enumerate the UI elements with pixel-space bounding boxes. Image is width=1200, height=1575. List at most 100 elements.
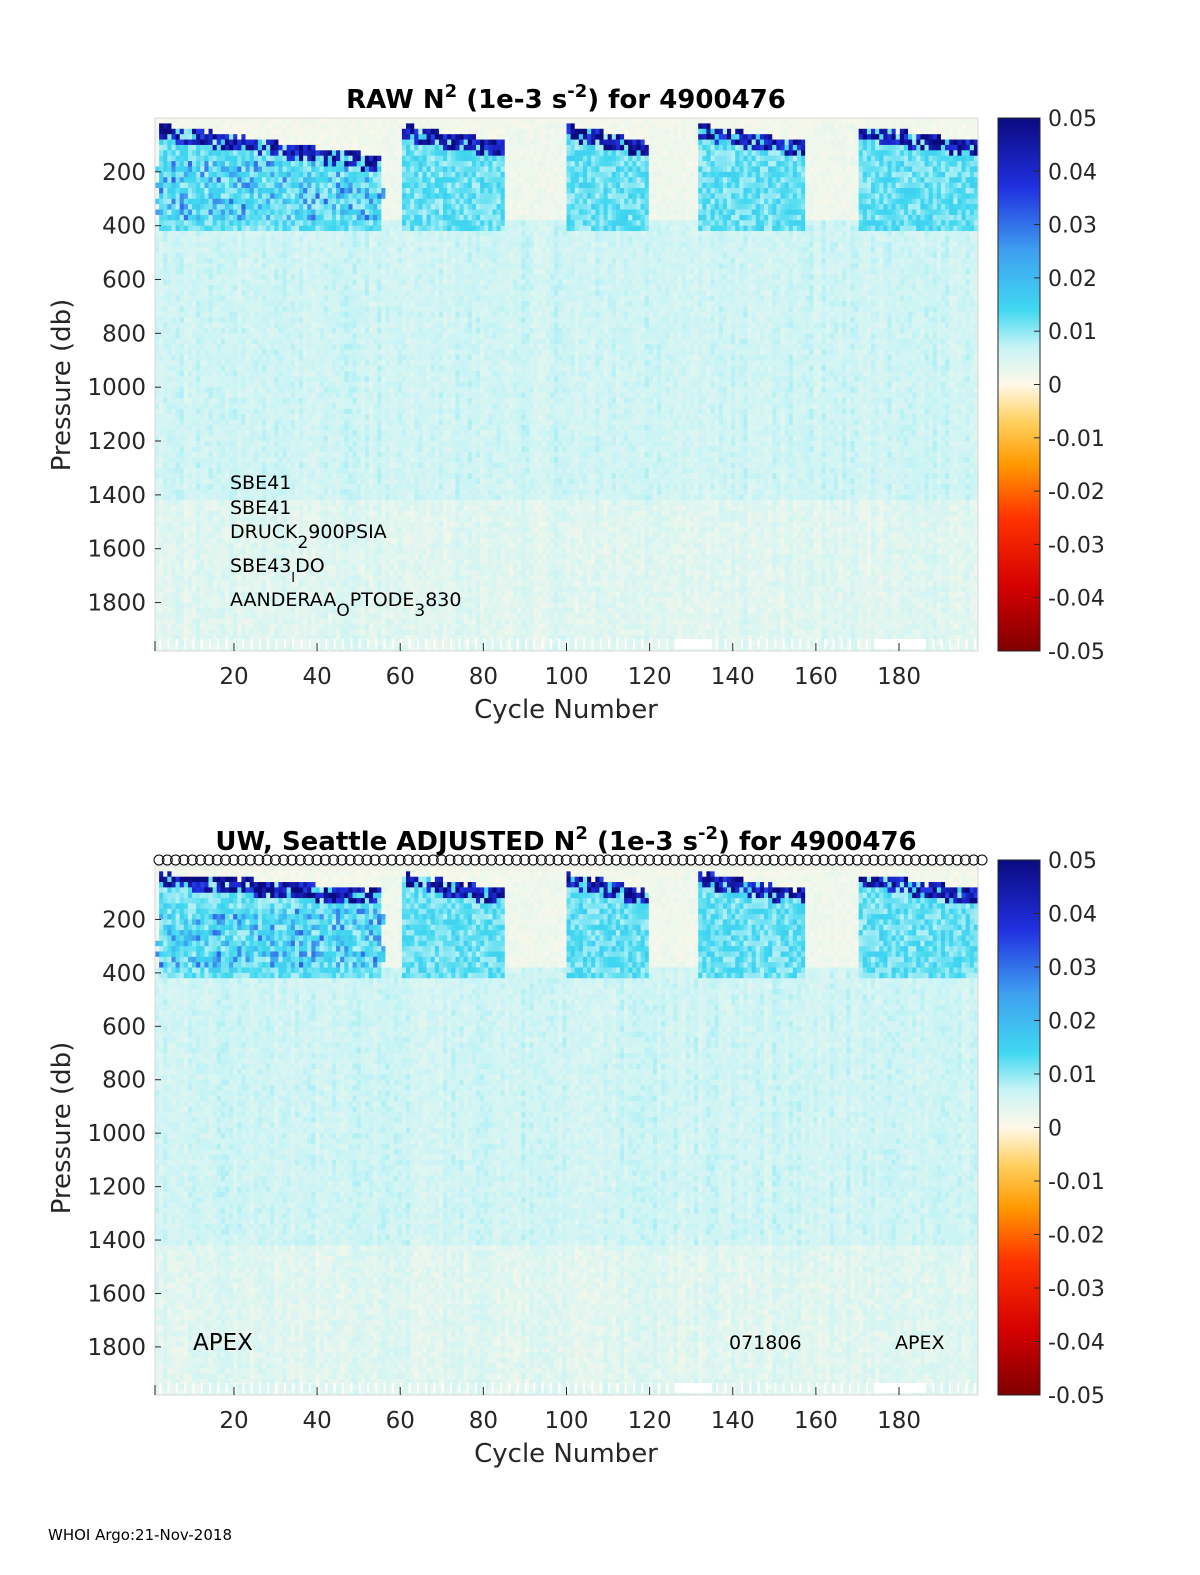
heat-cell [254, 285, 259, 291]
heat-cell [229, 382, 234, 388]
heat-cell [307, 339, 312, 345]
heat-cell [221, 500, 226, 506]
heat-cell [200, 543, 205, 549]
heat-cell [353, 333, 358, 339]
heat-cell [225, 468, 230, 474]
heat-cell [278, 161, 283, 167]
heat-cell [225, 150, 230, 156]
heat-cell [299, 258, 304, 264]
heat-cell [262, 231, 267, 237]
heat-cell [291, 328, 296, 334]
heat-cell [246, 624, 251, 630]
heat-cell [303, 629, 308, 635]
heat-cell [340, 150, 345, 156]
heat-cell [270, 446, 275, 452]
heat-cell [348, 129, 353, 135]
heat-cell [159, 215, 164, 221]
heat-cell [221, 236, 226, 242]
heat-cell [192, 236, 197, 242]
heat-cell [192, 350, 197, 356]
heat-cell [353, 183, 358, 189]
heat-cell [299, 619, 304, 625]
heat-cell [204, 635, 209, 641]
heat-cell [295, 457, 300, 463]
heat-cell [200, 419, 205, 425]
heat-cell [303, 339, 308, 345]
heat-cell [328, 619, 333, 625]
heat-cell [336, 274, 341, 280]
heat-cell [180, 150, 185, 156]
heat-cell [225, 603, 230, 609]
heat-cell [229, 430, 234, 436]
heat-cell [336, 328, 341, 334]
heat-cell [295, 339, 300, 345]
heat-cell [163, 597, 168, 603]
heat-cell [320, 479, 325, 485]
heat-cell [200, 204, 205, 210]
heat-cell [196, 150, 201, 156]
heat-cell [196, 156, 201, 162]
heat-cell [204, 533, 209, 539]
heat-cell [348, 269, 353, 275]
heat-cell [155, 129, 160, 135]
heat-cell [229, 419, 234, 425]
heat-cell [155, 134, 160, 140]
heat-cell [221, 150, 226, 156]
heat-cell [155, 172, 160, 178]
heat-cell [221, 559, 226, 565]
heat-cell [229, 624, 234, 630]
heat-cell [225, 220, 230, 226]
heat-cell [192, 376, 197, 382]
heat-cell [241, 463, 246, 469]
heat-cell [299, 522, 304, 528]
heat-cell [278, 393, 283, 399]
heat-cell [287, 376, 292, 382]
heat-cell [217, 473, 222, 479]
heat-cell [336, 511, 341, 517]
heat-cell [192, 414, 197, 420]
heat-cell [233, 215, 238, 221]
heat-cell [344, 511, 349, 517]
heat-cell [287, 382, 292, 388]
heat-cell [324, 280, 329, 286]
heat-cell [163, 576, 168, 582]
heat-cell [237, 387, 242, 393]
heat-cell [250, 231, 255, 237]
heat-cell [167, 565, 172, 571]
heat-cell [184, 409, 189, 415]
heat-cell [291, 263, 296, 269]
heat-cell [307, 629, 312, 635]
heat-cell [266, 129, 271, 135]
heat-cell [176, 253, 181, 259]
heat-cell [237, 624, 242, 630]
heat-cell [192, 543, 197, 549]
heat-cell [204, 247, 209, 253]
heat-cell [171, 436, 176, 442]
heat-cell [213, 328, 218, 334]
heat-cell [204, 500, 209, 506]
heat-cell [303, 511, 308, 517]
heat-cell [266, 118, 271, 124]
heat-cell [295, 258, 300, 264]
heat-cell [204, 430, 209, 436]
heat-cell [348, 312, 353, 318]
heat-cell [196, 258, 201, 264]
heat-cell [180, 344, 185, 350]
heat-cell [295, 263, 300, 269]
heat-cell [246, 463, 251, 469]
heat-cell [155, 570, 160, 576]
heat-cell [274, 463, 279, 469]
heat-cell [241, 134, 246, 140]
heat-cell [303, 419, 308, 425]
heat-cell [324, 495, 329, 501]
heat-cell [278, 156, 283, 162]
heat-cell [180, 640, 185, 646]
heat-cell [225, 166, 230, 172]
heat-cell [353, 328, 358, 334]
heat-cell [332, 629, 337, 635]
heat-cell [278, 581, 283, 587]
heat-cell [283, 333, 288, 339]
heat-cell [246, 549, 251, 555]
heat-cell [348, 285, 353, 291]
heat-cell [344, 339, 349, 345]
